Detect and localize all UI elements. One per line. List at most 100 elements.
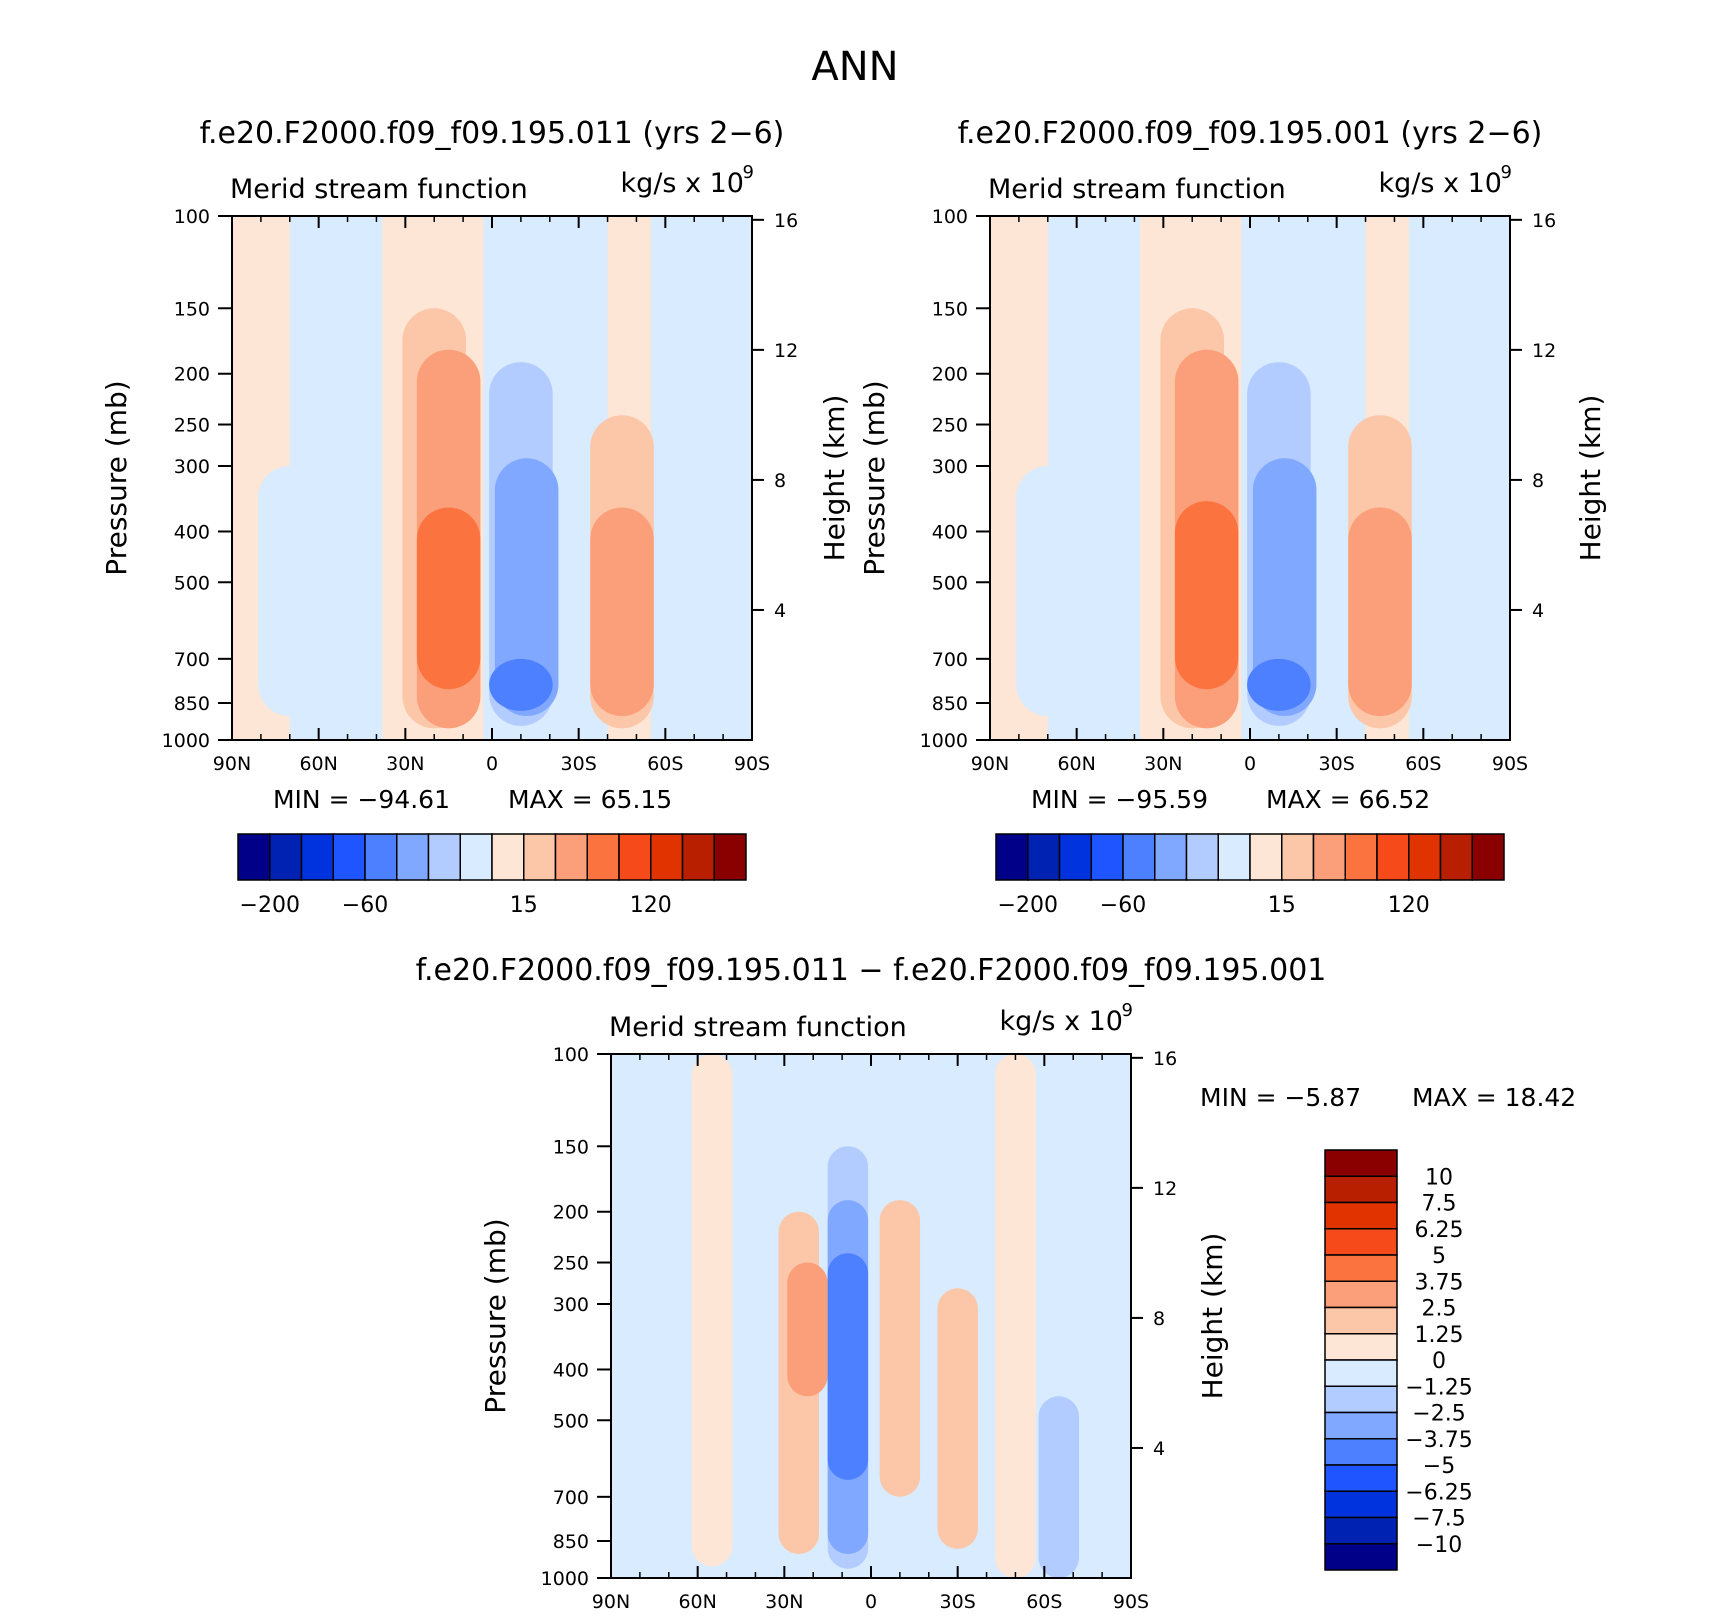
colorbar-label: 15 [1268, 893, 1296, 918]
colorbar-label: −5 [1423, 1454, 1455, 1479]
height-tick-label: 12 [1532, 340, 1556, 362]
colorbar-box [1324, 1359, 1398, 1387]
x-tick-label: 30N [386, 753, 424, 775]
max-label: MAX = 18.42 [1412, 1083, 1576, 1112]
min-label: MIN = −94.61 [273, 785, 450, 814]
colorbar-label: 0 [1432, 1349, 1446, 1374]
y-tick-label: 150 [553, 1136, 589, 1158]
colorbar-box [1312, 833, 1346, 881]
x-tick-label: 60N [299, 753, 337, 775]
contour-cell-10 [995, 1054, 1036, 1578]
x-tick-label: 60N [1057, 753, 1095, 775]
colorbar-box [1324, 1175, 1398, 1204]
colorbar-box [300, 833, 334, 881]
colorbar-box [1090, 833, 1124, 881]
y-tick-label: 250 [553, 1253, 589, 1275]
contour-cell-2 [691, 1054, 733, 1567]
y-axis-label: Pressure (mb) [479, 1218, 512, 1413]
y-tick-label: 400 [553, 1359, 589, 1381]
contour-cell-4 [1174, 501, 1239, 690]
y-tick-label: 850 [932, 693, 968, 715]
figure-title: ANN [811, 44, 898, 90]
contour-cell-1 [1016, 466, 1080, 717]
x-tick-label: 90N [971, 753, 1009, 775]
colorbar-box [1324, 1411, 1398, 1440]
colorbar-box [1324, 1385, 1398, 1414]
y-axis-label-right: Height (km) [1574, 395, 1607, 562]
y-tick-label: 500 [553, 1410, 589, 1432]
contour-cell-4 [416, 507, 481, 690]
x-tick-label: 90S [1492, 753, 1528, 775]
height-tick-label: 12 [1153, 1178, 1177, 1200]
unit-exponent: 9 [1501, 162, 1512, 183]
x-tick-label: 0 [865, 1591, 877, 1613]
colorbar-box [269, 833, 303, 881]
x-tick-label: 30S [1319, 753, 1355, 775]
contour-cell-8 [879, 1200, 921, 1497]
panel-subtitle-left: Merid stream function [988, 174, 1286, 205]
colorbar-label: −200 [998, 893, 1058, 918]
colorbar-label: −6.25 [1405, 1480, 1472, 1505]
max-label: MAX = 65.15 [508, 785, 672, 814]
y-tick-label: 400 [932, 521, 968, 543]
height-tick-label: 8 [774, 470, 786, 492]
colorbar-box [332, 833, 366, 881]
x-tick-label: 60S [1405, 753, 1441, 775]
contour-cell-1 [258, 466, 322, 717]
field-band [1408, 216, 1510, 740]
y-tick-label: 100 [932, 206, 968, 228]
x-tick-label: 90N [213, 753, 251, 775]
height-tick-label: 8 [1532, 470, 1544, 492]
colorbar-box [1324, 1228, 1398, 1256]
colorbar-label: −7.5 [1412, 1507, 1465, 1532]
colorbar-box [1471, 833, 1505, 881]
colorbar-box [1376, 833, 1410, 881]
y-tick-label: 850 [553, 1531, 589, 1553]
colorbar-label: 2.5 [1422, 1297, 1457, 1322]
colorbar-label: −200 [240, 893, 300, 918]
contour-cell-8 [489, 658, 553, 711]
colorbar-label: −10 [1416, 1533, 1462, 1558]
x-tick-label: 60S [647, 753, 683, 775]
colorbar-label: 120 [630, 893, 672, 918]
colorbar-box [427, 833, 461, 881]
colorbar-box [713, 833, 747, 881]
panel-subtitle-right: kg/s x 10 [621, 168, 744, 199]
panel-subtitle-left: Merid stream function [230, 174, 528, 205]
panel-subtitle-right: kg/s x 10 [1379, 168, 1502, 199]
y-tick-label: 1000 [920, 730, 968, 752]
height-tick-label: 12 [774, 340, 798, 362]
panel-1: f.e20.F2000.f09_f09.195.011 (yrs 2−6) Mer… [100, 116, 851, 918]
colorbar-label: 6.25 [1415, 1218, 1464, 1243]
colorbar-box [1185, 833, 1219, 881]
colorbar-box [1344, 833, 1378, 881]
colorbar-box [523, 833, 557, 881]
y-axis-label-right: Height (km) [818, 395, 851, 562]
y-tick-label: 200 [932, 364, 968, 386]
colorbar-label: 120 [1388, 893, 1430, 918]
colorbar-box [650, 833, 684, 881]
min-label: MIN = −5.87 [1200, 1083, 1361, 1112]
y-tick-label: 1000 [162, 730, 210, 752]
colorbar-box [1058, 833, 1092, 881]
x-tick-label: 90S [734, 753, 770, 775]
colorbar-box [1324, 1464, 1398, 1492]
colorbar-label: −1.25 [1405, 1375, 1472, 1400]
colorbar-box [1324, 1201, 1398, 1230]
contour-cell-1 [619, 1054, 661, 1578]
colorbar-box [491, 833, 525, 881]
colorbar-box [1249, 833, 1283, 881]
colorbar-box [554, 833, 588, 881]
colorbar-box [1027, 833, 1061, 881]
x-tick-label: 60S [1026, 1591, 1062, 1613]
contour-cell-10 [590, 507, 654, 717]
colorbar-box [681, 833, 715, 881]
panel-title: f.e20.F2000.f09_f09.195.011 − f.e20.F200… [416, 953, 1327, 988]
colorbar-box [396, 833, 430, 881]
y-axis-label: Pressure (mb) [100, 380, 133, 575]
height-tick-label: 4 [774, 600, 786, 622]
y-tick-label: 150 [932, 298, 968, 320]
contour-cell-4 [787, 1262, 828, 1397]
y-tick-label: 100 [553, 1044, 589, 1066]
unit-exponent: 9 [1122, 1000, 1133, 1021]
